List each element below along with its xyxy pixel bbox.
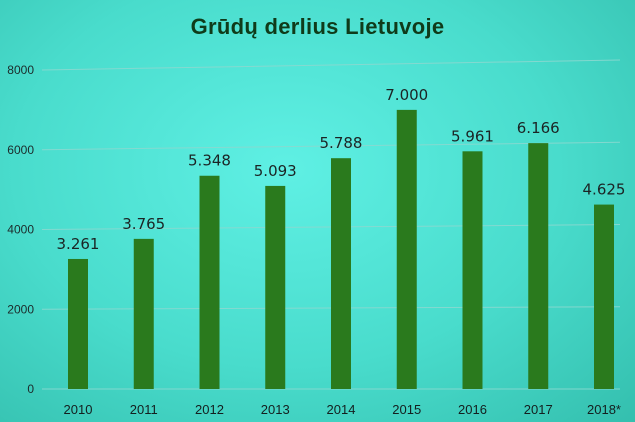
bar-2011 [133, 238, 154, 389]
bar-2010 [68, 258, 88, 389]
y-tick-label: 8000 [7, 63, 34, 77]
y-tick-label: 4000 [7, 223, 34, 237]
bar-2014 [331, 158, 351, 389]
x-tick-label: 2018* [587, 402, 621, 417]
data-label: 5.093 [254, 162, 297, 180]
data-label: 6.166 [517, 119, 560, 137]
bar-2013 [265, 185, 286, 389]
y-tick-label: 0 [27, 382, 34, 396]
data-label: 5.961 [451, 127, 494, 145]
x-tick-label: 2017 [524, 402, 553, 417]
x-tick-label: 2012 [195, 402, 224, 417]
x-tick-label: 2013 [261, 402, 290, 417]
bar-2017 [528, 143, 549, 389]
chart-title: Grūdų derlius Lietuvoje [190, 14, 445, 39]
x-tick-label: 2010 [64, 402, 93, 417]
gridline [41, 59, 621, 71]
bar-2015 [396, 109, 417, 389]
x-tick-label: 2016 [458, 402, 487, 417]
data-label: 5.788 [320, 134, 363, 152]
x-tick-label: 2015 [392, 402, 421, 417]
data-label: 3.261 [57, 235, 100, 253]
bar-2012 [199, 175, 220, 389]
bar-2016 [462, 151, 483, 389]
data-label: 5.348 [188, 152, 231, 170]
data-label: 4.625 [583, 181, 626, 199]
data-label: 7.000 [385, 86, 428, 104]
y-tick-label: 2000 [7, 302, 34, 316]
x-tick-label: 2014 [327, 402, 356, 417]
gridline [41, 141, 621, 151]
data-label: 3.765 [122, 215, 165, 233]
bar-2018* [594, 204, 614, 389]
y-tick-label: 6000 [7, 143, 34, 157]
x-tick-label: 2011 [130, 402, 158, 417]
